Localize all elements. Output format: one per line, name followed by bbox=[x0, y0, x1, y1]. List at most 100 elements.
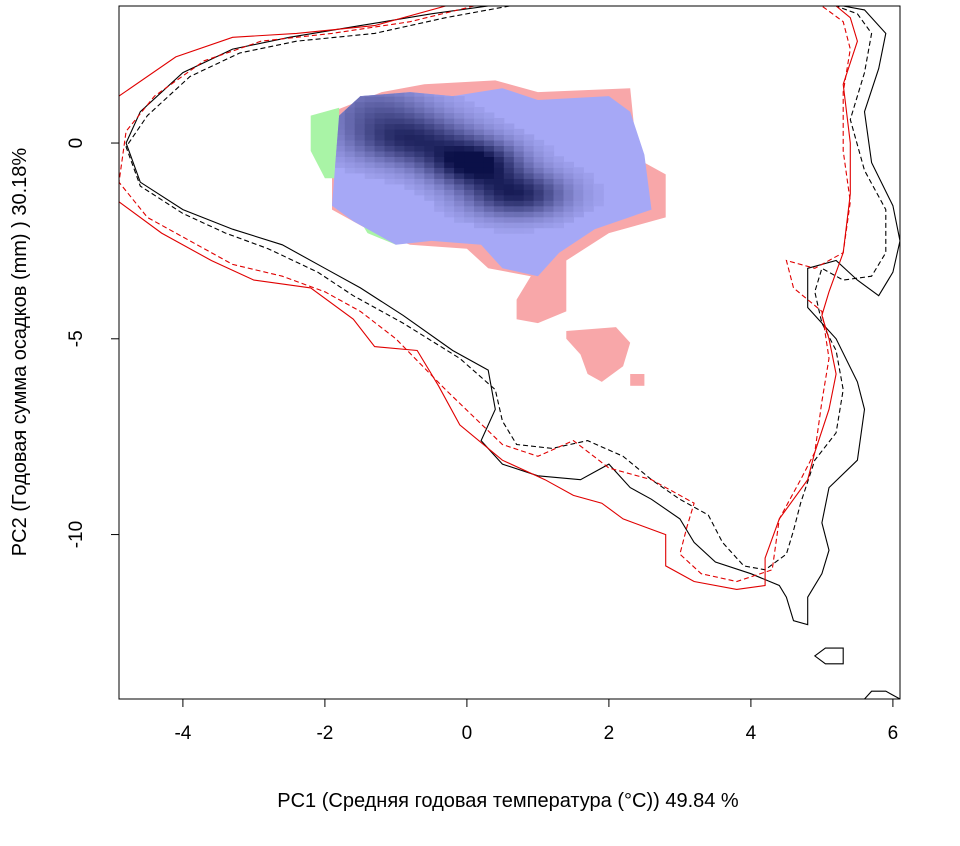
density-cell bbox=[464, 107, 475, 114]
density-cell bbox=[503, 161, 515, 168]
density-cell bbox=[404, 90, 415, 97]
density-cell bbox=[543, 145, 555, 152]
density-cell bbox=[414, 167, 425, 174]
density-cell bbox=[334, 101, 346, 108]
region-only-red-2 bbox=[630, 374, 645, 386]
density-cell bbox=[454, 178, 465, 185]
density-cell bbox=[493, 123, 505, 130]
density-cell bbox=[404, 101, 415, 108]
density-cell bbox=[414, 134, 425, 141]
x-tick-label: -2 bbox=[316, 723, 333, 744]
density-cell bbox=[394, 118, 405, 125]
density-cell bbox=[464, 167, 475, 174]
density-cell bbox=[563, 211, 574, 218]
density-cell bbox=[543, 189, 555, 196]
density-cell bbox=[553, 161, 564, 168]
density-cell bbox=[563, 216, 574, 223]
density-cell bbox=[553, 167, 564, 174]
density-cell bbox=[394, 172, 405, 179]
density-cell bbox=[573, 189, 584, 196]
density-cell bbox=[573, 194, 584, 201]
density-cell bbox=[503, 172, 515, 179]
density-cell bbox=[573, 200, 584, 207]
density-cell bbox=[345, 80, 356, 86]
density-cell bbox=[543, 150, 555, 157]
region-only-green-0 bbox=[310, 107, 340, 179]
density-cell bbox=[493, 216, 505, 223]
density-cell bbox=[434, 101, 445, 108]
density-cell bbox=[394, 156, 405, 163]
density-cell bbox=[553, 189, 564, 196]
density-cell bbox=[553, 211, 564, 218]
density-cell bbox=[334, 145, 346, 152]
density-cell bbox=[434, 145, 445, 152]
density-cell bbox=[464, 194, 475, 201]
density-cell bbox=[474, 194, 485, 201]
density-cell bbox=[533, 161, 545, 168]
density-cell bbox=[364, 150, 376, 157]
density-cell bbox=[364, 96, 376, 103]
density-cell bbox=[414, 128, 425, 135]
density-cell bbox=[344, 123, 356, 130]
density-cell bbox=[483, 205, 495, 212]
density-cell bbox=[364, 128, 376, 135]
density-cell bbox=[404, 145, 415, 152]
density-cell bbox=[424, 96, 435, 103]
density-cell bbox=[503, 205, 515, 212]
density-cell bbox=[374, 150, 386, 157]
density-cell bbox=[334, 123, 346, 130]
density-cell bbox=[493, 172, 505, 179]
density-cell bbox=[454, 150, 465, 157]
density-cell bbox=[394, 145, 405, 152]
density-cell bbox=[414, 150, 425, 157]
density-cell bbox=[325, 80, 336, 86]
density-cell bbox=[583, 189, 594, 196]
density-cell bbox=[483, 161, 495, 168]
density-cell bbox=[563, 172, 574, 179]
density-cell bbox=[334, 161, 346, 168]
density-cell bbox=[493, 139, 505, 146]
density-cell bbox=[513, 200, 525, 207]
density-cell bbox=[533, 189, 545, 196]
density-cell bbox=[332, 90, 336, 97]
density-cell bbox=[513, 205, 525, 212]
density-cell bbox=[513, 156, 525, 163]
density-cell bbox=[374, 112, 386, 119]
density-cell bbox=[424, 107, 435, 114]
density-cell bbox=[593, 189, 604, 196]
density-cell bbox=[344, 161, 356, 168]
density-cell bbox=[493, 205, 505, 212]
density-cell bbox=[414, 161, 425, 168]
density-cell bbox=[394, 96, 405, 103]
density-cell bbox=[523, 216, 535, 223]
density-cell bbox=[394, 161, 405, 168]
density-cell bbox=[503, 189, 515, 196]
density-cell bbox=[523, 227, 535, 234]
density-cell bbox=[543, 211, 555, 218]
density-cell bbox=[464, 172, 475, 179]
density-cell bbox=[374, 96, 386, 103]
density-cell bbox=[384, 156, 395, 163]
density-cell bbox=[374, 145, 386, 152]
density-cell bbox=[384, 145, 395, 152]
density-cell bbox=[354, 134, 366, 141]
density-cell bbox=[414, 90, 425, 97]
density-cell bbox=[454, 145, 465, 152]
density-cell bbox=[503, 216, 515, 223]
density-cell bbox=[474, 222, 485, 229]
density-cell bbox=[424, 145, 435, 152]
density-cell bbox=[374, 88, 386, 92]
density-cell bbox=[454, 134, 465, 141]
density-cell bbox=[493, 211, 505, 218]
density-cell bbox=[444, 156, 455, 163]
density-cell bbox=[364, 112, 376, 119]
density-cell bbox=[553, 205, 564, 212]
density-cell bbox=[493, 167, 505, 174]
density-cell bbox=[334, 118, 346, 125]
density-cell bbox=[573, 205, 584, 212]
density-cell bbox=[344, 156, 356, 163]
density-cell bbox=[523, 145, 535, 152]
density-cell bbox=[384, 178, 395, 185]
contour-black-solid-corner bbox=[864, 690, 900, 699]
density-cell bbox=[513, 150, 525, 157]
